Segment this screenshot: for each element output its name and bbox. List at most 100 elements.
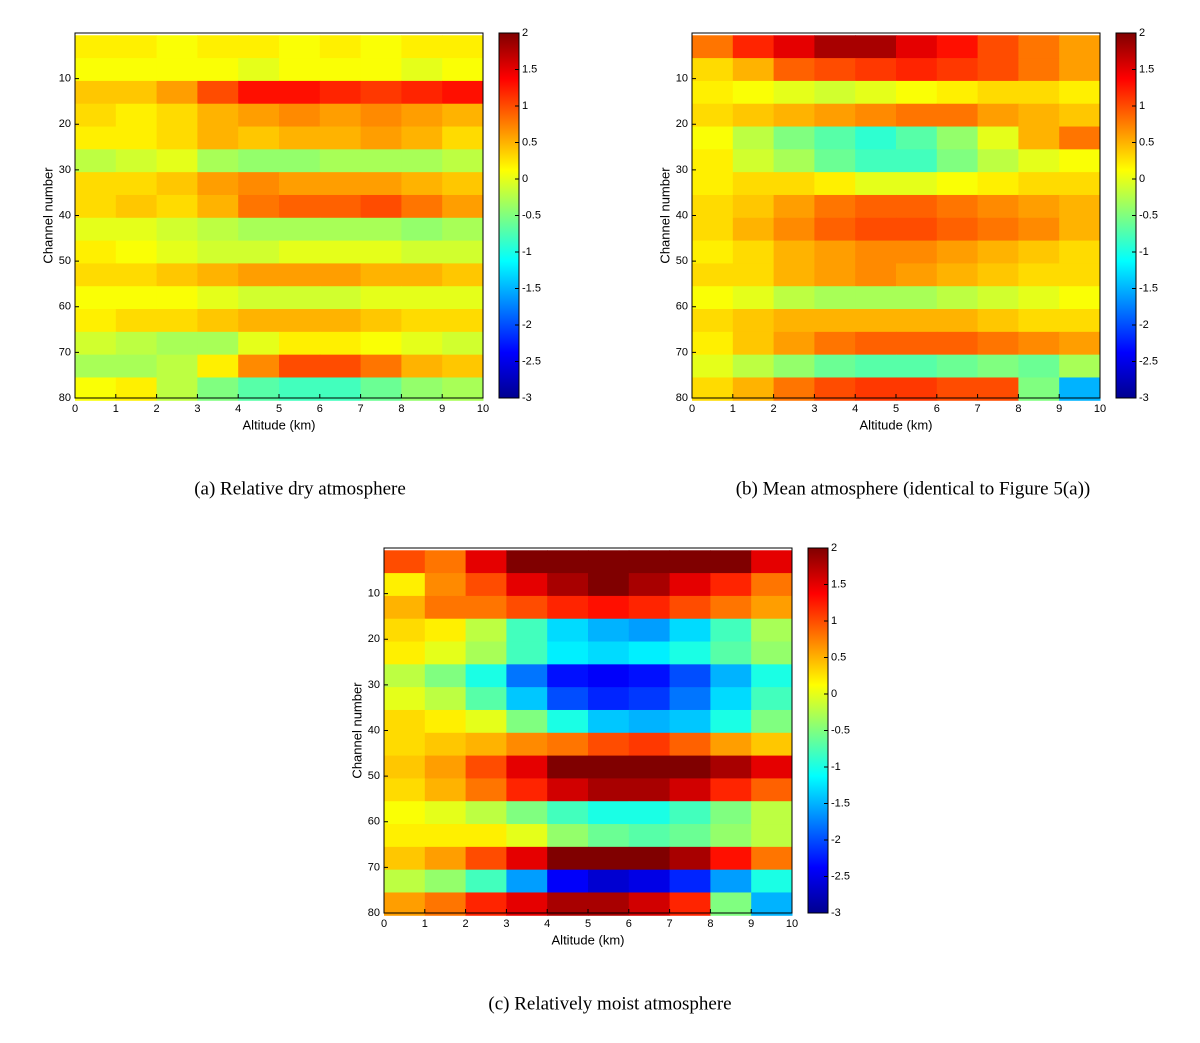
heat-cell <box>197 126 239 150</box>
x-tick-label: 3 <box>503 918 509 930</box>
heat-cell <box>401 58 443 82</box>
heat-cell <box>855 194 897 219</box>
heat-cell <box>669 641 711 665</box>
heat-cell <box>547 778 589 802</box>
x-tick-label: 10 <box>477 403 489 415</box>
heat-cell <box>384 755 426 779</box>
heat-cell <box>506 687 548 711</box>
heat-cell <box>442 103 484 128</box>
heat-cell <box>773 103 815 128</box>
heat-cell <box>855 35 897 59</box>
heat-cell <box>115 331 158 356</box>
heat-cell <box>1018 354 1060 378</box>
heat-cell <box>465 846 507 871</box>
heat-cell <box>1059 126 1101 150</box>
heat-cell <box>547 687 589 711</box>
heat-cell <box>75 103 117 128</box>
x-tick-label: 3 <box>811 403 817 415</box>
heat-cell <box>75 263 117 287</box>
heat-cell <box>319 377 362 401</box>
heat-cell <box>751 755 793 779</box>
heat-cell <box>1018 331 1060 356</box>
x-tick-label: 9 <box>748 918 754 930</box>
heat-cell <box>75 149 117 173</box>
colorbar-tick-label: -1 <box>522 246 532 258</box>
colorbar-tick-label: -1 <box>831 761 841 773</box>
y-tick-label: 50 <box>368 770 380 782</box>
heat-cell <box>1059 103 1101 128</box>
y-tick-label: 40 <box>676 209 688 221</box>
heat-cell <box>814 263 856 287</box>
heat-cell <box>814 35 856 59</box>
x-tick-label: 4 <box>544 918 550 930</box>
heat-cell <box>773 35 815 59</box>
heat-cell <box>319 103 362 128</box>
heat-cell <box>977 149 1019 173</box>
heat-cell <box>773 331 815 356</box>
heat-cell <box>588 573 630 597</box>
heat-cell <box>238 103 280 128</box>
heat-cell <box>384 641 426 665</box>
heat-cell <box>238 377 280 401</box>
heat-cell <box>547 618 589 643</box>
heat-cell <box>814 286 856 310</box>
heat-cell <box>710 595 752 620</box>
heat-cell <box>896 126 938 150</box>
heat-cell <box>319 331 362 356</box>
colorbar-tick-label: -2.5 <box>1139 355 1158 367</box>
heat-cell <box>628 846 671 871</box>
heat-cell <box>360 80 402 105</box>
heat-cell <box>977 354 1019 378</box>
heat-cell <box>424 778 467 802</box>
heat-cell <box>896 80 938 105</box>
heat-cell <box>669 550 711 574</box>
heat-cell <box>1018 103 1060 128</box>
x-tick-label: 2 <box>463 918 469 930</box>
heat-cell <box>936 217 979 242</box>
heat-cell <box>465 641 507 665</box>
heat-cell <box>156 172 198 196</box>
heat-cell <box>506 664 548 688</box>
y-tick-label: 20 <box>676 118 688 130</box>
heat-cell <box>360 149 402 173</box>
heat-cell <box>814 149 856 173</box>
heat-cell <box>465 892 507 916</box>
heat-cell <box>465 550 507 574</box>
x-tick-label: 10 <box>786 918 798 930</box>
x-tick-label: 2 <box>771 403 777 415</box>
heat-cell <box>692 217 734 242</box>
heat-cell <box>197 309 239 333</box>
heat-cell <box>465 801 507 825</box>
heat-cell <box>896 331 938 356</box>
heat-cell <box>936 240 979 264</box>
heat-cell <box>360 377 402 401</box>
heat-cell <box>936 263 979 287</box>
heat-cell <box>588 732 630 757</box>
heat-cell <box>1059 80 1101 105</box>
heat-cell <box>238 217 280 242</box>
heat-cell <box>1018 172 1060 196</box>
heat-cell <box>669 755 711 779</box>
y-axis-label: Channel number <box>657 167 672 264</box>
colorbar-tick-label: 0 <box>831 688 837 700</box>
heat-cell <box>1059 35 1101 59</box>
heat-cell <box>896 35 938 59</box>
heat-cell <box>547 573 589 597</box>
colorbar-tick-label: 1 <box>522 100 528 112</box>
heat-cell <box>279 35 321 59</box>
heat-cell <box>115 58 158 82</box>
heat-cell <box>238 149 280 173</box>
heat-cell <box>115 354 158 378</box>
heat-cell <box>319 80 362 105</box>
heat-cell <box>279 58 321 82</box>
heat-cell <box>936 103 979 128</box>
x-axis-label: Altitude (km) <box>552 932 625 947</box>
heat-cell <box>424 892 467 916</box>
heat-cell <box>732 35 775 59</box>
heat-cell <box>1059 172 1101 196</box>
heat-cell <box>936 354 979 378</box>
heat-cell <box>814 331 856 356</box>
heat-cell <box>896 194 938 219</box>
heat-cell <box>442 331 484 356</box>
